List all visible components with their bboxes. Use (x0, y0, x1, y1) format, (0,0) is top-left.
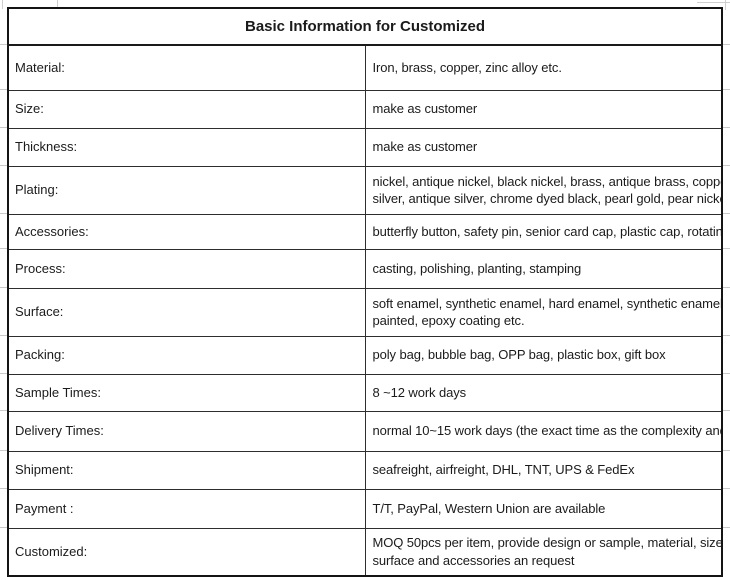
row-value: butterfly button, safety pin, senior car… (364, 213, 723, 250)
table-row-plating: Plating: nickel, antique nickel, black n… (7, 165, 723, 215)
table-row-size: Size: make as customer (7, 89, 723, 129)
row-value: soft enamel, synthetic enamel, hard enam… (364, 287, 723, 337)
row-label: Payment : (7, 488, 366, 529)
table-row-delivery-times: Delivery Times: normal 10~15 work days (… (7, 410, 723, 452)
table-row-payment: Payment : T/T, PayPal, Western Union are… (7, 488, 723, 529)
row-label: Thickness: (7, 127, 366, 167)
table-row-sample-times: Sample Times: 8 ~12 work days (7, 373, 723, 412)
row-label: Size: (7, 89, 366, 129)
row-value: nickel, antique nickel, black nickel, br… (364, 165, 723, 215)
row-value: poly bag, bubble bag, OPP bag, plastic b… (364, 335, 723, 375)
row-label: Packing: (7, 335, 366, 375)
table-title: Basic Information for Customized (7, 7, 723, 46)
table-row-accessories: Accessories: butterfly button, safety pi… (7, 213, 723, 250)
row-label: Delivery Times: (7, 410, 366, 452)
row-value: T/T, PayPal, Western Union are available (364, 488, 723, 529)
table-row-process: Process: casting, polishing, planting, s… (7, 248, 723, 289)
row-label: Surface: (7, 287, 366, 337)
row-value: Iron, brass, copper, zinc alloy etc. (364, 44, 723, 91)
table-row-packing: Packing: poly bag, bubble bag, OPP bag, … (7, 335, 723, 375)
gridline (57, 0, 58, 7)
row-value: MOQ 50pcs per item, provide design or sa… (364, 527, 723, 577)
gridline (2, 0, 3, 9)
row-value: seafreight, airfreight, DHL, TNT, UPS & … (364, 450, 723, 490)
row-value: casting, polishing, planting, stamping (364, 248, 723, 289)
row-label: Material: (7, 44, 366, 91)
row-label: Plating: (7, 165, 366, 215)
row-label: Customized: (7, 527, 366, 577)
table-row-material: Material: Iron, brass, copper, zinc allo… (7, 44, 723, 91)
table-header-row: Basic Information for Customized (7, 7, 723, 46)
row-value: normal 10~15 work days (the exact time a… (364, 410, 723, 452)
row-label: Sample Times: (7, 373, 366, 412)
table-row-shipment: Shipment: seafreight, airfreight, DHL, T… (7, 450, 723, 490)
gridline (697, 2, 730, 3)
row-label: Shipment: (7, 450, 366, 490)
row-label: Process: (7, 248, 366, 289)
table-row-thickness: Thickness: make as customer (7, 127, 723, 167)
row-label: Accessories: (7, 213, 366, 250)
row-value: make as customer (364, 127, 723, 167)
basic-info-table: Basic Information for Customized Materia… (7, 7, 723, 577)
gridline (725, 0, 726, 10)
row-value: 8 ~12 work days (364, 373, 723, 412)
table-row-surface: Surface: soft enamel, synthetic enamel, … (7, 287, 723, 337)
row-value: make as customer (364, 89, 723, 129)
table-row-customized: Customized: MOQ 50pcs per item, provide … (7, 527, 723, 577)
